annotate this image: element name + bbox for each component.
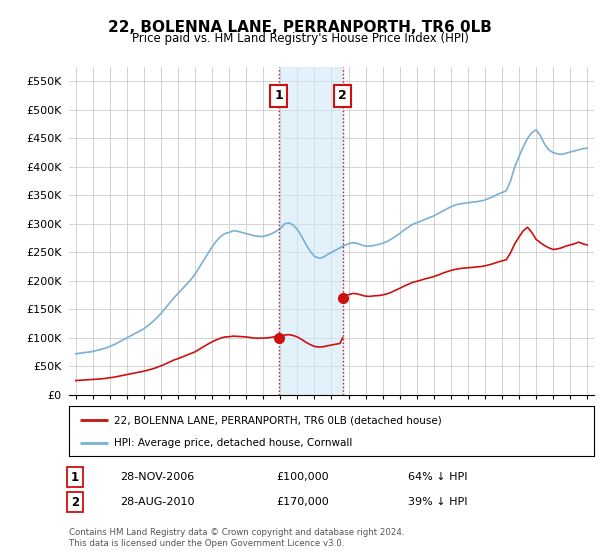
Text: 22, BOLENNA LANE, PERRANPORTH, TR6 0LB: 22, BOLENNA LANE, PERRANPORTH, TR6 0LB — [108, 20, 492, 35]
Text: £170,000: £170,000 — [276, 497, 329, 507]
Text: Contains HM Land Registry data © Crown copyright and database right 2024.: Contains HM Land Registry data © Crown c… — [69, 528, 404, 536]
Text: 1: 1 — [71, 470, 79, 484]
Text: 1: 1 — [274, 89, 283, 102]
Bar — [278, 67, 343, 395]
Text: 28-NOV-2006: 28-NOV-2006 — [120, 472, 194, 482]
Text: HPI: Average price, detached house, Cornwall: HPI: Average price, detached house, Corn… — [113, 438, 352, 449]
Text: 28-AUG-2010: 28-AUG-2010 — [120, 497, 194, 507]
Text: 2: 2 — [71, 496, 79, 509]
Text: 2: 2 — [338, 89, 347, 102]
Text: 64% ↓ HPI: 64% ↓ HPI — [408, 472, 467, 482]
Text: 22, BOLENNA LANE, PERRANPORTH, TR6 0LB (detached house): 22, BOLENNA LANE, PERRANPORTH, TR6 0LB (… — [113, 415, 442, 425]
Text: Price paid vs. HM Land Registry's House Price Index (HPI): Price paid vs. HM Land Registry's House … — [131, 32, 469, 45]
Text: 39% ↓ HPI: 39% ↓ HPI — [408, 497, 467, 507]
Text: This data is licensed under the Open Government Licence v3.0.: This data is licensed under the Open Gov… — [69, 539, 344, 548]
Text: £100,000: £100,000 — [276, 472, 329, 482]
